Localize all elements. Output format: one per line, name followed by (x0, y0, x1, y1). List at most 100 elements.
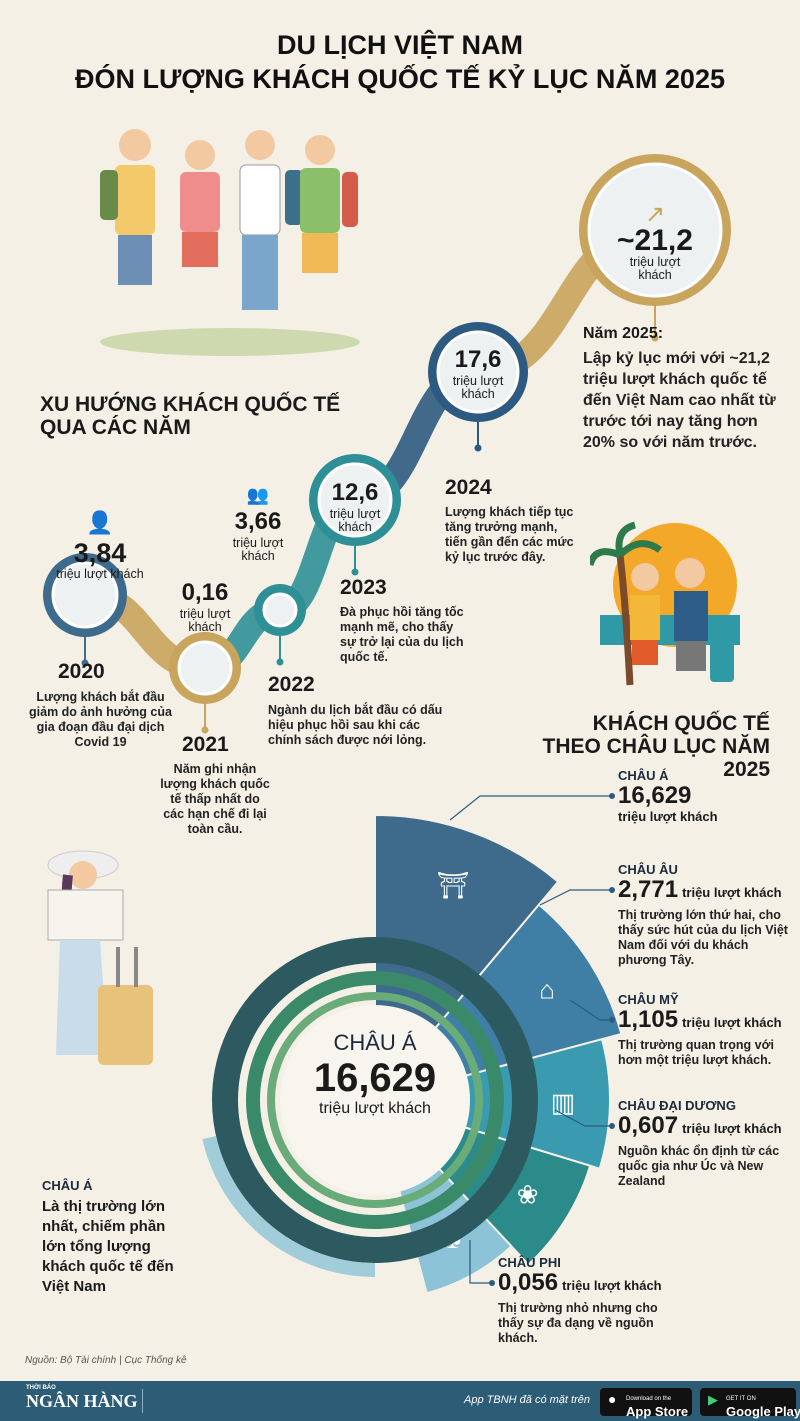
continent-name: CHÂU MỸ (618, 992, 679, 1007)
source-note: Nguồn: Bộ Tài chính | Cục Thống kê (25, 1355, 187, 1366)
continent-name: CHÂU ĐẠI DƯƠNG (618, 1098, 736, 1113)
leader-dot (609, 793, 615, 799)
kangaroo-icon: ❀ (517, 1179, 539, 1209)
continent-chart: ⛩⌂▥❀♣ (198, 793, 623, 1295)
continent-value: 1,105 triệu lượt khách (618, 1007, 798, 1036)
timeline-chart (43, 154, 731, 734)
unit: triệu lượt khách (682, 1015, 782, 1030)
couple-illustration (590, 521, 740, 686)
leader-dot (609, 887, 615, 893)
year-label: 2022 (268, 673, 315, 696)
asia-note: CHÂU Á Là thị trường lớn nhất, chiếm phầ… (42, 1178, 174, 1295)
year-description: Lập kỷ lục mới với ~21,2 triệu lượt khác… (583, 350, 776, 451)
app-text: App TBNH đã có mặt trên (464, 1394, 590, 1406)
year-label: 2024 (445, 476, 492, 499)
year-description: Đà phục hồi tăng tốc mạnh mẽ, cho thấy s… (340, 605, 464, 664)
unit-label: triệu lượt khách (452, 374, 504, 401)
continent-name: CHÂU ÂU (618, 862, 678, 877)
year-description: Lượng khách bắt đầu giảm do ảnh hưởng củ… (29, 690, 172, 749)
value-label: 3,84 (73, 538, 127, 568)
timeline-value-2021: 0,16 triệu lượt khách (165, 578, 245, 634)
leader-dot (609, 1123, 615, 1129)
continent-value: 0,607 triệu lượt khách (618, 1113, 798, 1142)
timeline-node-2025 (579, 154, 731, 342)
google-play-button[interactable]: ▶ GET IT ON Google Play (700, 1388, 800, 1419)
continent-name: CHÂU PHI (498, 1255, 561, 1270)
donut-center (280, 1005, 470, 1195)
unit-label: triệu lượt khách (232, 536, 284, 563)
continent-label-1: CHÂU ÂU 2,771 triệu lượt khách Thị trường l… (618, 862, 798, 968)
woman-with-map-illustration (47, 850, 153, 1065)
unit-label: triệu lượt khách (56, 567, 144, 581)
play-icon: ▶ (708, 1392, 718, 1407)
timeline-node-2023 (309, 454, 401, 576)
continent-label-0: CHÂU Á 16,629 triệu lượt khách (618, 768, 798, 824)
value-label: ~21,2 (617, 224, 693, 257)
continent-description: Thị trường lớn thứ hai, cho thấy sức hút… (618, 908, 788, 967)
arc-de-triomphe-icon: ⌂ (539, 974, 555, 1004)
apple-icon: ● (608, 1391, 617, 1407)
year-label: 2021 (182, 733, 229, 756)
brand-logo: THỜI BÁO NGÂN HÀNG (26, 1385, 138, 1411)
unit: triệu lượt khách (682, 1121, 782, 1136)
continent-description: Thị trường quan trọng với hơn một triệu … (618, 1038, 774, 1067)
tourists-illustration (100, 129, 360, 356)
person-icon: 👤 (86, 510, 114, 535)
value-label: 0,16 (181, 579, 229, 606)
timeline-node-2021 (169, 632, 241, 734)
app-store-button[interactable]: ● Download on the App Store (600, 1388, 692, 1419)
value: 16,629 (618, 782, 692, 809)
value: 0,607 (618, 1112, 679, 1139)
leader-line (569, 999, 612, 1021)
leader-line (554, 1109, 612, 1127)
leader-dot (609, 1017, 615, 1023)
continent-label-3: CHÂU ĐẠI DƯƠNG 0,607 triệu lượt khách Nguồn… (618, 1098, 798, 1189)
donut-center-label: CHÂU Á 16,629 triệu lượt khách (313, 1030, 437, 1117)
timeline-value-2024: 17,6 triệu lượt khách (433, 345, 523, 401)
continent-value: 2,771 triệu lượt khách (618, 877, 798, 906)
timeline-value-2023: 12,6 triệu lượt khách (315, 478, 395, 534)
timeline-value-2025: ↗ ~21,2 triệu lượt khách (585, 200, 725, 282)
donut-ring (267, 992, 483, 1208)
footer: THỜI BÁO NGÂN HÀNG App TBNH đã có mặt tr… (0, 1381, 800, 1421)
continent-value: 16,629 triệu lượt khách (618, 782, 798, 825)
pagoda-icon: ⛩ (436, 870, 469, 900)
unit-label: triệu lượt khách (329, 507, 381, 534)
timeline-node-2020 (43, 553, 127, 667)
unit-label: triệu lượt khách (179, 607, 231, 634)
continent-heading: KHÁCH QUỐC TẾ THEO CHÂU LỤC NĂM 2025 (542, 712, 770, 781)
year-description: Lượng khách tiếp tục tăng trưởng mạnh, t… (445, 505, 574, 564)
timeline-node-2022 (254, 584, 306, 666)
divider (142, 1389, 143, 1413)
year-label: Năm 2025: (583, 325, 664, 342)
timeline-value-2022: 👥 3,66 triệu lượt khách (218, 485, 298, 563)
continent-label-2: CHÂU MỸ 1,105 triệu lượt khách Thị trường q… (618, 992, 798, 1068)
continent-description: Nguồn khác ổn định từ các quốc gia như Ú… (618, 1144, 780, 1188)
trend-up-icon: ↗ (644, 201, 666, 228)
unit: triệu lượt khách (562, 1278, 662, 1293)
unit-label: triệu lượt khách (629, 255, 681, 282)
leader-line (539, 889, 612, 906)
skyscraper-icon: ▥ (551, 1087, 576, 1117)
group-icon: 👥 (246, 485, 270, 505)
donut-ring (212, 937, 538, 1263)
year-label: 2023 (340, 576, 387, 599)
value: 0,056 (498, 1269, 559, 1296)
value: 1,105 (618, 1006, 679, 1033)
continent-name: CHÂU Á (618, 768, 669, 783)
year-description: Ngành du lịch bắt đầu có dấu hiệu phục h… (268, 703, 443, 747)
value-label: 3,66 (234, 508, 282, 535)
value: 2,771 (618, 876, 679, 903)
donut-share-arc (198, 923, 552, 1277)
leader-dot (489, 1280, 495, 1286)
unit: triệu lượt khách (618, 809, 718, 824)
donut-ring (246, 971, 504, 1229)
timeline-node-2024 (428, 322, 528, 452)
timeline-value-2020: 👤 3,84 triệu lượt khách (30, 510, 170, 581)
year-label: 2020 (58, 660, 105, 683)
continent-value: 0,056 triệu lượt khách (498, 1270, 683, 1299)
year-description: Năm ghi nhận lượng khách quốc tế thấp nh… (160, 762, 270, 836)
value-label: 12,6 (331, 479, 379, 506)
page-title: DU LỊCH VIỆT NAM ĐÓN LƯỢNG KHÁCH QUỐC TẾ… (75, 30, 725, 94)
leader-line (449, 795, 612, 821)
